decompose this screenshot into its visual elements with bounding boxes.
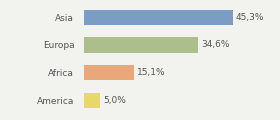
Bar [84,65,134,80]
Bar [84,37,198,53]
Text: 45,3%: 45,3% [236,13,265,22]
Text: 15,1%: 15,1% [137,68,165,77]
Bar [84,93,101,108]
Text: 34,6%: 34,6% [201,41,229,49]
Text: 5,0%: 5,0% [104,96,127,105]
Bar [84,10,233,25]
